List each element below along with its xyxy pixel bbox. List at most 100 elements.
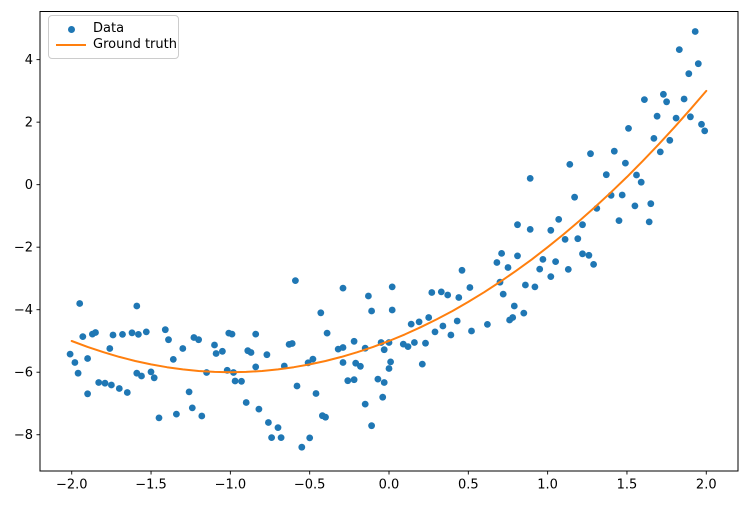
data-point bbox=[66, 350, 74, 358]
data-point bbox=[188, 404, 196, 412]
data-point bbox=[539, 256, 547, 263]
data-point bbox=[339, 284, 347, 292]
data-point bbox=[547, 273, 555, 280]
data-point bbox=[602, 171, 610, 179]
data-point bbox=[552, 258, 559, 265]
data-point bbox=[660, 90, 667, 98]
data-point bbox=[526, 226, 534, 233]
data-point bbox=[455, 294, 463, 301]
axes-frame bbox=[39, 11, 739, 472]
data-point bbox=[161, 326, 169, 334]
data-point bbox=[571, 193, 578, 201]
data-point bbox=[71, 359, 79, 366]
data-point bbox=[680, 95, 688, 103]
data-point bbox=[425, 314, 433, 321]
data-point bbox=[687, 113, 694, 121]
legend-handle bbox=[56, 25, 86, 33]
data-point bbox=[350, 337, 358, 345]
x-tick-label: 2.0 bbox=[696, 478, 717, 493]
data-point bbox=[265, 419, 272, 426]
data-point bbox=[645, 218, 653, 226]
scatter-series bbox=[66, 28, 709, 451]
data-point bbox=[219, 347, 226, 355]
data-point bbox=[138, 372, 145, 380]
data-point bbox=[238, 377, 245, 385]
data-point bbox=[428, 289, 436, 296]
data-point bbox=[522, 281, 529, 289]
legend: Data Ground truth bbox=[48, 15, 179, 59]
y-tick-label: −8 bbox=[14, 428, 33, 443]
x-tick-label: 1.0 bbox=[537, 478, 558, 493]
data-point bbox=[380, 346, 388, 354]
data-point bbox=[142, 328, 150, 336]
data-point bbox=[306, 434, 314, 442]
data-point bbox=[76, 300, 84, 307]
data-point bbox=[212, 350, 220, 357]
data-point bbox=[564, 266, 572, 273]
data-point bbox=[653, 112, 661, 120]
data-point bbox=[339, 344, 347, 351]
data-point bbox=[650, 135, 658, 142]
data-point bbox=[685, 70, 693, 78]
data-point bbox=[150, 374, 158, 382]
data-point bbox=[388, 283, 396, 291]
y-tick-label: 2 bbox=[25, 116, 33, 131]
legend-label-data: Data bbox=[93, 21, 125, 36]
data-point bbox=[388, 306, 396, 314]
data-point bbox=[468, 327, 475, 335]
x-tick-label: −1.5 bbox=[135, 478, 167, 493]
data-point bbox=[84, 355, 91, 362]
data-point bbox=[179, 345, 187, 352]
data-point bbox=[484, 321, 491, 328]
data-point bbox=[323, 329, 331, 337]
data-point bbox=[407, 320, 415, 328]
data-point bbox=[672, 114, 680, 122]
data-point bbox=[92, 329, 99, 336]
data-point bbox=[510, 302, 518, 310]
y-tick-label: −2 bbox=[14, 241, 33, 256]
y-tick-label: 0 bbox=[25, 178, 33, 193]
data-point bbox=[641, 96, 648, 103]
data-point bbox=[404, 343, 412, 350]
data-point bbox=[531, 283, 539, 291]
data-point bbox=[439, 322, 447, 330]
line-marker-icon bbox=[56, 43, 86, 47]
data-point bbox=[666, 136, 674, 144]
y-tick-label: −6 bbox=[14, 366, 33, 381]
x-tick-label: −1.0 bbox=[215, 478, 247, 493]
data-point bbox=[147, 368, 155, 376]
data-point bbox=[357, 362, 364, 370]
data-point bbox=[566, 161, 574, 168]
data-point bbox=[701, 127, 709, 135]
data-point bbox=[247, 349, 255, 356]
data-point bbox=[610, 147, 618, 155]
data-point bbox=[350, 376, 358, 384]
legend-item-data: Data bbox=[56, 21, 174, 37]
legend-label-ground-truth: Ground truth bbox=[93, 37, 177, 52]
data-point bbox=[255, 405, 263, 413]
data-point bbox=[198, 412, 206, 420]
data-point bbox=[298, 443, 306, 451]
data-point bbox=[631, 202, 639, 210]
data-point bbox=[663, 98, 670, 106]
data-point bbox=[637, 178, 645, 186]
legend-item-ground-truth: Ground truth bbox=[56, 37, 177, 53]
data-point bbox=[195, 336, 203, 344]
data-point bbox=[444, 291, 452, 299]
data-point bbox=[514, 221, 521, 229]
data-point bbox=[536, 265, 544, 273]
data-point bbox=[555, 216, 563, 223]
data-point bbox=[119, 331, 126, 338]
data-point bbox=[368, 307, 375, 315]
y-tick-label: 4 bbox=[25, 53, 33, 68]
data-point bbox=[466, 284, 474, 291]
data-point bbox=[422, 339, 429, 347]
data-point bbox=[520, 309, 528, 317]
data-point bbox=[365, 292, 372, 300]
data-point bbox=[618, 191, 626, 199]
data-point bbox=[277, 434, 285, 441]
data-point bbox=[615, 217, 623, 225]
data-point bbox=[169, 356, 177, 363]
